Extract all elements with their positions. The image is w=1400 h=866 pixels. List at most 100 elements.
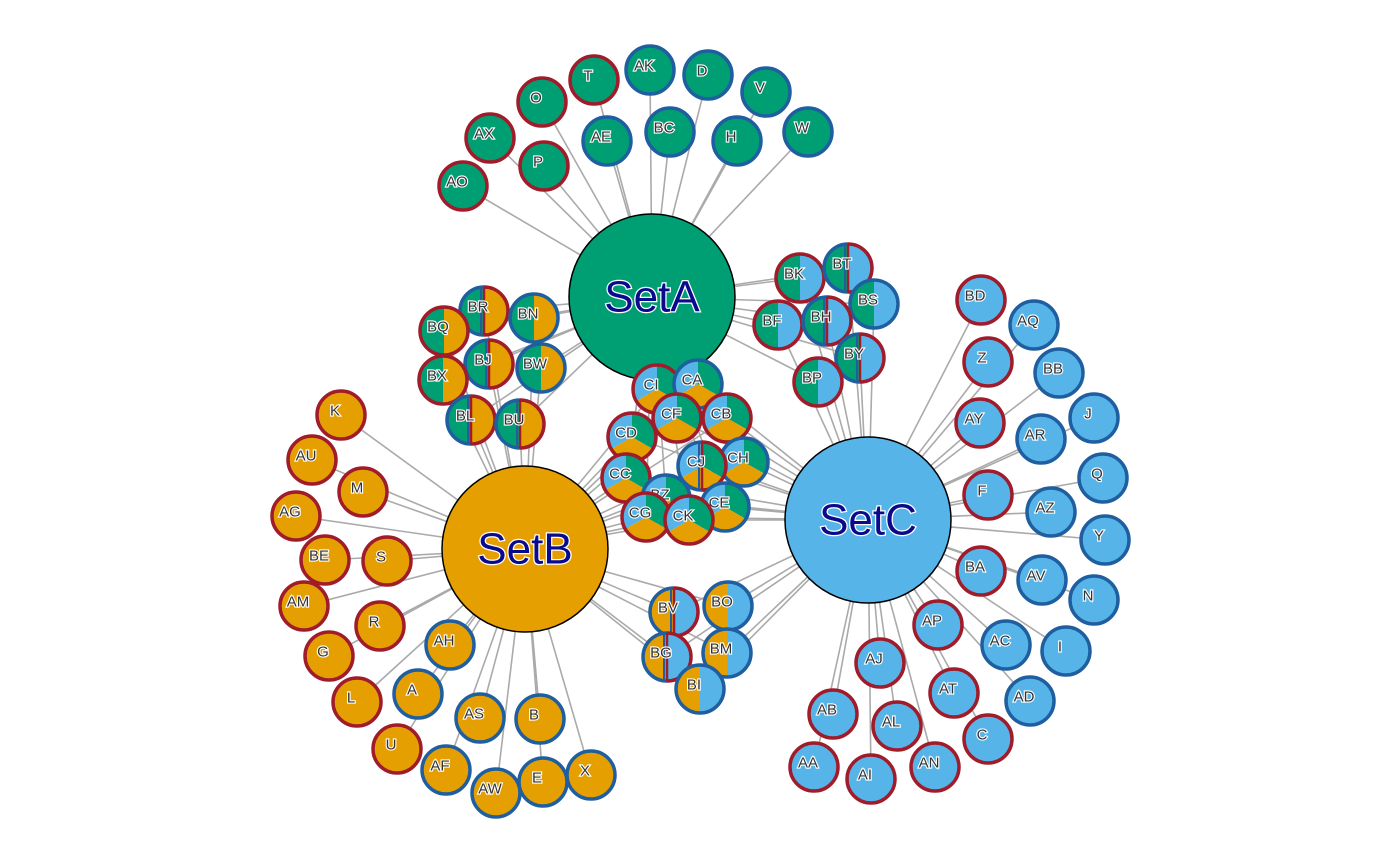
node-aa[interactable]: AA xyxy=(788,741,840,793)
node-fill xyxy=(646,108,694,156)
node-af[interactable]: AF xyxy=(420,744,472,796)
node-aw[interactable]: AW xyxy=(470,767,522,819)
node-d[interactable]: D xyxy=(682,49,734,101)
node-i[interactable]: I xyxy=(1040,625,1092,677)
node-as[interactable]: AS xyxy=(454,692,506,744)
node-bi[interactable]: BI xyxy=(674,663,726,715)
node-ar[interactable]: AR xyxy=(1015,413,1067,465)
node-be[interactable]: BE xyxy=(299,534,351,586)
node-ba[interactable]: BA xyxy=(955,545,1007,597)
hub-setc[interactable]: SetC xyxy=(784,436,952,604)
node-bm[interactable]: BM xyxy=(701,627,753,679)
node-ax[interactable]: AX xyxy=(464,112,516,164)
node-az[interactable]: AZ xyxy=(1025,486,1077,538)
node-bu[interactable]: BU xyxy=(494,398,546,450)
hub-seta[interactable]: SetA xyxy=(568,213,736,381)
node-bh[interactable]: BH xyxy=(801,295,853,347)
node-bf[interactable]: BF xyxy=(752,299,804,351)
node-ao[interactable]: AO xyxy=(437,160,489,212)
node-c[interactable]: C xyxy=(962,713,1014,765)
node-bw[interactable]: BW xyxy=(515,342,567,394)
node-label: S xyxy=(376,549,386,566)
node-b[interactable]: B xyxy=(514,693,566,745)
node-v[interactable]: V xyxy=(740,66,792,118)
node-bl[interactable]: BL xyxy=(445,394,497,446)
node-cb[interactable]: CB xyxy=(701,392,753,444)
node-ad[interactable]: AD xyxy=(1004,675,1056,727)
node-g[interactable]: G xyxy=(303,630,355,682)
node-ac[interactable]: AC xyxy=(980,619,1032,671)
node-bv[interactable]: BV xyxy=(648,586,700,638)
node-bx[interactable]: BX xyxy=(417,354,469,406)
node-ap[interactable]: AP xyxy=(912,599,964,651)
node-h[interactable]: H xyxy=(711,115,763,167)
node-border xyxy=(980,619,1032,671)
node-k[interactable]: K xyxy=(315,389,367,441)
node-fill xyxy=(956,399,1004,447)
node-cg[interactable]: CG xyxy=(620,491,672,543)
node-label: CK xyxy=(673,508,694,525)
node-y[interactable]: Y xyxy=(1079,514,1131,566)
node-bc[interactable]: BC xyxy=(644,106,696,158)
node-p[interactable]: P xyxy=(518,140,570,192)
node-border xyxy=(624,44,676,96)
node-cc[interactable]: CC xyxy=(600,452,652,504)
node-t[interactable]: T xyxy=(568,54,620,106)
node-am[interactable]: AM xyxy=(278,580,330,632)
node-bd[interactable]: BD xyxy=(955,274,1007,326)
node-r[interactable]: R xyxy=(354,600,406,652)
node-f[interactable]: F xyxy=(962,469,1014,521)
node-al[interactable]: AL xyxy=(871,700,923,752)
node-bj[interactable]: BJ xyxy=(463,338,515,390)
node-au[interactable]: AU xyxy=(286,434,338,486)
node-fill-right xyxy=(471,396,495,444)
node-bk[interactable]: BK xyxy=(774,252,826,304)
node-a[interactable]: A xyxy=(392,668,444,720)
node-aj[interactable]: AJ xyxy=(854,637,906,689)
node-s[interactable]: S xyxy=(361,535,413,587)
node-label: CA xyxy=(682,372,703,389)
node-bo[interactable]: BO xyxy=(702,580,754,632)
node-o[interactable]: O xyxy=(516,76,568,128)
node-fill-sector xyxy=(706,418,748,442)
node-e[interactable]: E xyxy=(517,756,569,808)
node-label: C xyxy=(977,727,988,744)
node-bg[interactable]: BG xyxy=(641,631,693,683)
node-border xyxy=(774,252,826,304)
node-ab[interactable]: AB xyxy=(807,688,859,740)
hub-setb[interactable]: SetB xyxy=(441,465,609,633)
node-label: BT xyxy=(832,256,851,273)
node-ch[interactable]: CH xyxy=(718,436,770,488)
node-ah[interactable]: AH xyxy=(424,619,476,671)
node-bt[interactable]: BT xyxy=(822,242,874,294)
node-ay[interactable]: AY xyxy=(954,397,1006,449)
node-z[interactable]: Z xyxy=(962,336,1014,388)
node-at[interactable]: AT xyxy=(928,667,980,719)
node-cf[interactable]: CF xyxy=(651,392,703,444)
node-by[interactable]: BY xyxy=(834,332,886,384)
node-w[interactable]: W xyxy=(782,106,834,158)
node-j[interactable]: J xyxy=(1068,392,1120,444)
node-ai[interactable]: AI xyxy=(845,753,897,805)
node-an[interactable]: AN xyxy=(909,741,961,793)
node-ak[interactable]: AK xyxy=(624,44,676,96)
node-ae[interactable]: AE xyxy=(581,115,633,167)
node-br[interactable]: BR xyxy=(458,285,510,337)
node-label: P xyxy=(533,154,543,171)
node-x[interactable]: X xyxy=(565,749,617,801)
node-bn[interactable]: BN xyxy=(508,292,560,344)
node-bq[interactable]: BQ xyxy=(418,305,470,357)
node-ck[interactable]: CK xyxy=(663,494,715,546)
node-n[interactable]: N xyxy=(1068,574,1120,626)
node-bb[interactable]: BB xyxy=(1033,347,1085,399)
node-label: BR xyxy=(468,299,489,316)
node-av[interactable]: AV xyxy=(1016,554,1068,606)
node-m[interactable]: M xyxy=(337,466,389,518)
node-aq[interactable]: AQ xyxy=(1008,299,1060,351)
node-u[interactable]: U xyxy=(371,723,423,775)
node-q[interactable]: Q xyxy=(1077,452,1129,504)
node-bs[interactable]: BS xyxy=(848,278,900,330)
node-ag[interactable]: AG xyxy=(270,490,322,542)
node-l[interactable]: L xyxy=(331,676,383,728)
node-bp[interactable]: BP xyxy=(792,356,844,408)
